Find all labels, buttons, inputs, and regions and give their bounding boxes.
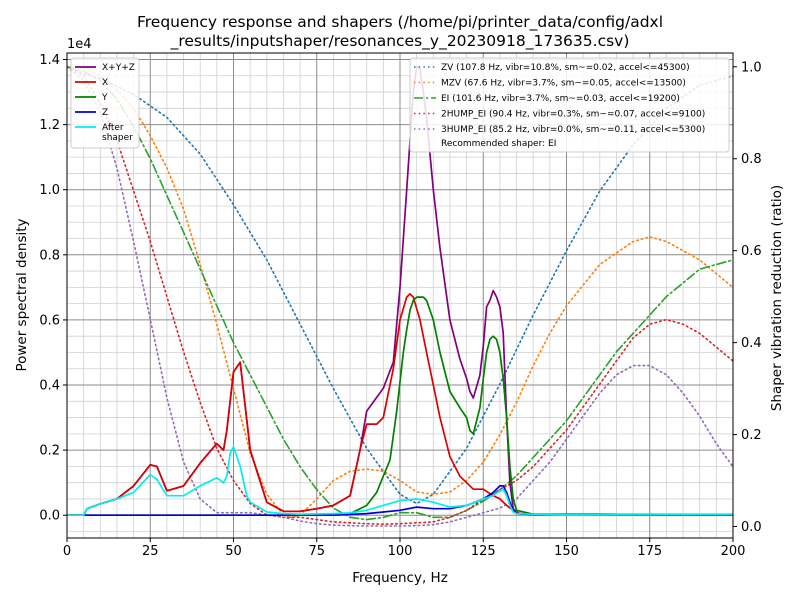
shaper-curves	[67, 66, 733, 527]
legend-shaper-label: MZV (67.6 Hz, vibr=3.7%, sm~=0.05, accel…	[441, 79, 686, 89]
shaper-line	[67, 66, 733, 526]
legend-psd-label: X+Y+Z	[102, 63, 135, 73]
y2-tick-label: 0.6	[741, 244, 762, 259]
y2-tick-label: 1.0	[741, 60, 762, 75]
legend-psd-label: X	[102, 78, 108, 88]
x-tick-label: 125	[471, 544, 496, 559]
psd-line	[67, 296, 733, 517]
legend-shapers: Recommended shaper: EI ZV (107.8 Hz, vib…	[409, 57, 730, 153]
x-tick-label: 200	[721, 544, 746, 559]
x-tick-label: 100	[388, 544, 413, 559]
x-tick-label: 50	[225, 544, 242, 559]
x-tick-label: 25	[142, 544, 159, 559]
y2-tick-label: 0.0	[741, 520, 762, 535]
y2-tick-label: 0.8	[741, 152, 762, 167]
x-tick-label: 75	[308, 544, 325, 559]
legend-psd-box	[70, 57, 140, 149]
x-tick-label: 175	[637, 544, 662, 559]
y-axis-ticks: 0.0 0.2 0.4 0.6 0.8 1.0 1.2 1.4	[39, 53, 67, 524]
legend-shaper-label: EI (101.6 Hz, vibr=3.7%, sm~=0.03, accel…	[441, 94, 680, 104]
y-tick-label: 0.2	[39, 444, 60, 459]
legend-psd-label: shaper	[102, 133, 133, 143]
chart-title-line1: Frequency response and shapers (/home/pi…	[137, 13, 663, 32]
chart-title-line2: _results/inputshaper/resonances_y_202309…	[170, 32, 630, 51]
psd-line	[67, 293, 733, 517]
legend-psd-label: Z	[102, 108, 108, 118]
x-axis-ticks: 0 25 50 75 100 125 150 175 200	[63, 538, 746, 559]
shaper-line	[67, 66, 733, 505]
x-axis-label: Frequency, Hz	[352, 570, 448, 586]
y-tick-label: 0.6	[39, 313, 60, 328]
y-axis-label: Power spectral density	[14, 218, 30, 371]
y-exponent-label: 1e4	[67, 37, 92, 52]
y2-axis-label: Shaper vibration reduction (ratio)	[769, 185, 785, 411]
y2-tick-label: 0.4	[741, 336, 762, 351]
legend-psd-label: After	[102, 123, 124, 133]
y-tick-label: 0.8	[39, 248, 60, 263]
y-tick-label: 0.0	[39, 509, 60, 524]
legend-psd-label: Y	[101, 93, 108, 103]
x-tick-label: 150	[554, 544, 579, 559]
recommended-shaper-text: Recommended shaper: EI	[441, 139, 556, 149]
x-tick-label: 0	[63, 544, 71, 559]
y-tick-label: 0.4	[39, 379, 60, 394]
psd-line	[67, 446, 733, 517]
legend-shapers-box	[409, 57, 730, 153]
shaper-line	[67, 66, 733, 521]
y2-tick-label: 0.2	[741, 428, 762, 443]
legend-shaper-label: 3HUMP_EI (85.2 Hz, vibr=0.0%, sm~=0.11, …	[441, 125, 705, 135]
legend-shaper-label: ZV (107.8 Hz, vibr=10.8%, sm~=0.02, acce…	[441, 63, 690, 73]
y2-axis-ticks: 0.0 0.2 0.4 0.6 0.8 1.0	[733, 60, 762, 535]
shaper-line	[67, 66, 733, 527]
shaper-line	[67, 66, 733, 519]
legend-shaper-label: 2HUMP_EI (90.4 Hz, vibr=0.3%, sm~=0.07, …	[441, 110, 705, 120]
y-tick-label: 1.4	[39, 53, 60, 68]
y-tick-label: 1.2	[39, 118, 60, 133]
y-tick-label: 1.0	[39, 183, 60, 198]
